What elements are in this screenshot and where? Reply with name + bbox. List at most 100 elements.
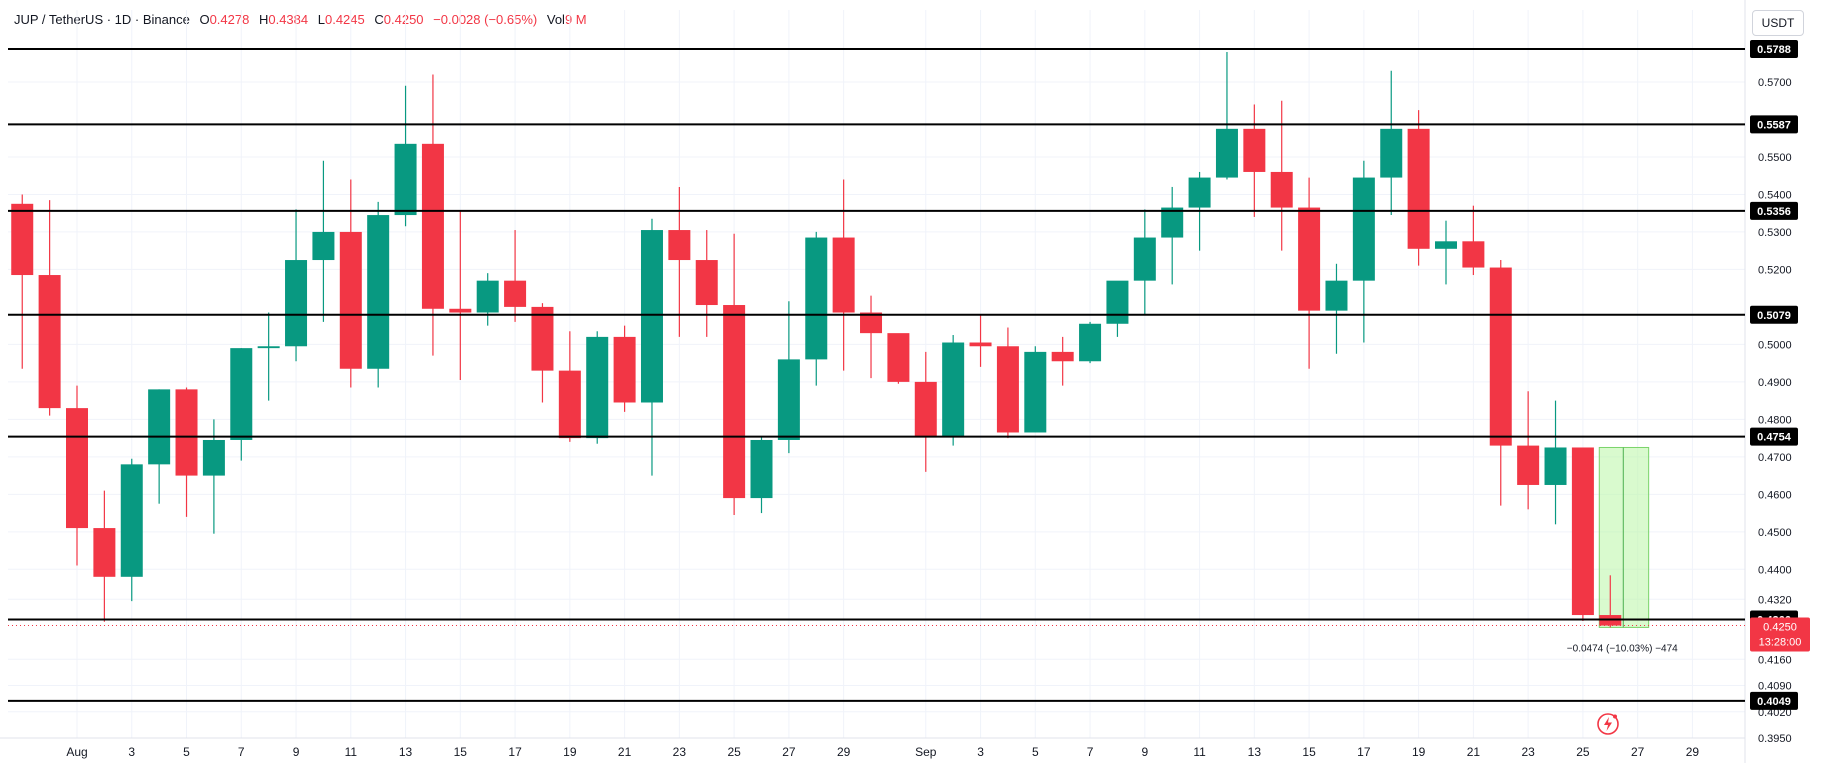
candle-bearish[interactable] [421,143,444,309]
candle-bullish[interactable] [942,342,965,437]
candle-bearish[interactable] [175,389,198,476]
date-tick-label: 11 [1193,745,1206,759]
price-tick-label: 0.4600 [1758,489,1792,501]
price-tick-label: 0.4320 [1758,594,1792,606]
candle-bullish[interactable] [285,260,308,347]
candle-bullish[interactable] [312,231,335,261]
candle-bullish[interactable] [120,464,143,577]
price-tick-label: 0.4900 [1758,377,1792,389]
candle-bullish[interactable] [1079,323,1102,362]
price-tick-label: 0.4500 [1758,527,1792,539]
date-tick-label: 23 [673,745,687,759]
date-tick-label: 9 [293,745,300,759]
level-price-tag [1750,305,1798,324]
level-price-tag [1750,691,1798,710]
candle-bearish[interactable] [449,308,472,313]
price-tick-label: 0.5300 [1758,227,1792,239]
candle-bearish[interactable] [38,275,61,409]
open-value: 0.4278 [209,12,250,27]
candle-bearish[interactable] [1051,351,1074,362]
candle-bearish[interactable] [723,305,746,499]
candle-bearish[interactable] [504,280,527,307]
candle-bearish[interactable] [1270,171,1293,208]
candle-bullish[interactable] [148,389,171,465]
volume-label: Vol [546,12,565,27]
date-tick-label: 25 [727,745,741,759]
price-tick-label: 0.3950 [1758,733,1792,745]
candle-bearish[interactable] [339,231,362,369]
candle-bullish[interactable] [1133,237,1156,281]
candle-bullish[interactable] [1380,128,1403,178]
candle-bullish[interactable] [1435,241,1457,249]
currency-button[interactable]: USDT [1752,10,1804,36]
candle-bullish[interactable] [367,215,390,369]
volume-value: 9 M [564,12,587,27]
candle-bullish[interactable] [805,237,828,360]
candle-bearish[interactable] [11,203,34,276]
date-tick-label: 15 [1302,745,1316,759]
candle-bullish[interactable] [1325,280,1348,311]
price-tick-label: 0.4400 [1758,564,1792,576]
candle-bearish[interactable] [996,346,1019,433]
symbol-title: JUP / TetherUS · 1D · Binance [14,12,190,27]
candle-bullish[interactable] [476,280,499,313]
price-tick-label: 0.5500 [1758,152,1792,164]
last-price-tag [1750,617,1810,652]
date-tick-label: 3 [128,745,135,759]
candle-bearish[interactable] [969,342,992,347]
candle-bearish[interactable] [1462,241,1485,268]
date-tick-label: 9 [1141,745,1148,759]
candle-bullish[interactable] [257,346,280,349]
last-price-label: 0.4250 [1763,622,1797,634]
price-tick-label: 0.4800 [1758,414,1792,426]
candle-bearish[interactable] [887,333,910,382]
candle-bullish[interactable] [750,439,773,499]
low-label: L [317,12,325,27]
candle-bearish[interactable] [832,237,855,313]
level-price-label: 0.4049 [1757,696,1791,708]
date-tick-label: 23 [1521,745,1535,759]
candle-bearish[interactable] [1243,128,1266,172]
candle-bullish[interactable] [1544,447,1567,485]
candle-bearish[interactable] [695,260,718,306]
date-tick-label: 21 [1467,745,1481,759]
candle-bearish[interactable] [1298,207,1321,311]
candle-bullish[interactable] [1215,128,1238,178]
candle-bullish[interactable] [1024,351,1047,433]
candle-bearish[interactable] [914,381,937,437]
close-value: 0.4250 [383,12,424,27]
price-tick-label: 0.5400 [1758,189,1792,201]
candle-bearish[interactable] [93,528,116,577]
measure-label: −0.0474 (−10.03%) −474 [1567,643,1678,654]
measure-range-box[interactable] [1598,446,1650,628]
candle-bearish[interactable] [66,408,88,529]
candle-bearish[interactable] [1571,447,1594,616]
price-tick-label: 0.5000 [1758,339,1792,351]
candle-bearish[interactable] [668,230,691,261]
candle-bullish[interactable] [640,230,663,403]
flash-alert-icon[interactable] [1596,712,1620,736]
candle-bearish[interactable] [1407,128,1430,249]
level-price-label: 0.5587 [1757,119,1791,131]
candle-bearish[interactable] [531,306,554,371]
candle-bullish[interactable] [586,336,609,439]
bar-countdown-label: 13:28:00 [1759,637,1802,649]
candle-bullish[interactable] [202,439,225,476]
candle-bearish[interactable] [558,370,581,439]
candle-bullish[interactable] [394,143,417,216]
date-tick-label: 25 [1576,745,1590,759]
high-value: 0.4384 [268,12,309,27]
candle-bullish[interactable] [1352,177,1375,281]
candle-bearish[interactable] [613,336,636,403]
candle-bullish[interactable] [777,359,800,440]
candle-bearish[interactable] [1489,267,1512,446]
candle-bearish[interactable] [1517,445,1540,485]
price-tick-label: 0.5200 [1758,264,1792,276]
candle-bearish[interactable] [860,312,883,334]
candle-bullish[interactable] [1106,280,1129,324]
candle-bullish[interactable] [1188,177,1211,208]
candle-bullish[interactable] [1161,207,1184,238]
date-tick-label: 27 [782,745,796,759]
candle-bullish[interactable] [230,348,253,440]
